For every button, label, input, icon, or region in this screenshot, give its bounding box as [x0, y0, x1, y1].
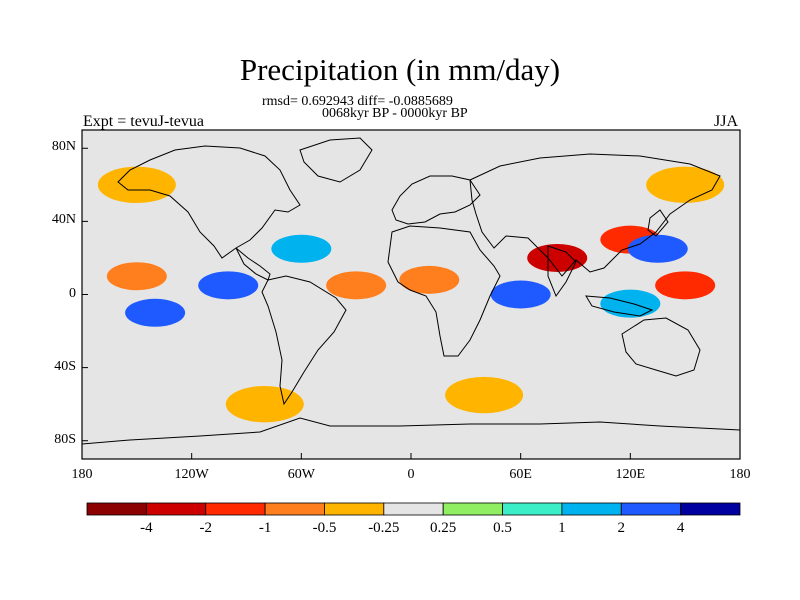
- anomaly-region: [646, 166, 725, 204]
- colorbar-label: -0.5: [312, 520, 337, 536]
- stats-line: rmsd= 0.692943 diff= -0.0885689: [262, 94, 453, 109]
- colorbar-label: 0.25: [430, 520, 457, 536]
- lon-tick-label: 60E: [509, 467, 532, 482]
- coastline-india: [547, 245, 577, 298]
- anomaly-region: [225, 385, 304, 423]
- colorbar-swatch: [205, 502, 266, 516]
- anomaly-region: [490, 280, 551, 309]
- experiment-label: Expt = tevuJ-tevua: [83, 113, 204, 130]
- colorbar-swatch: [680, 502, 741, 516]
- anomaly-region: [399, 265, 460, 294]
- colorbar-label: 2: [617, 520, 626, 536]
- coastline-central-america: [235, 247, 271, 281]
- season-label: JJA: [714, 113, 739, 130]
- anomaly-region: [97, 166, 176, 204]
- lon-tick-label: 180: [729, 467, 751, 482]
- coastline-greenland: [299, 137, 373, 183]
- colorbar-label: -2: [199, 520, 212, 536]
- colorbar-swatch: [620, 502, 682, 516]
- axis-ticks: [81, 147, 741, 459]
- colorbar-swatch: [502, 502, 563, 516]
- lat-tick-label: 80N: [51, 139, 76, 155]
- period-line: 0068kyr BP - 0000kyr BP: [322, 106, 468, 121]
- colorbar-swatch: [324, 502, 385, 516]
- colorbar-label: -0.25: [368, 520, 400, 536]
- colorbar-label: -1: [258, 520, 272, 536]
- precip-anomaly-field: [97, 166, 725, 423]
- lon-tick-label: 180: [71, 467, 93, 482]
- coastline-europe: [391, 175, 481, 225]
- coastline-antarctica: [82, 417, 740, 445]
- anomaly-region: [527, 243, 588, 272]
- colorbar-swatch: [383, 502, 444, 516]
- colorbar: [86, 502, 741, 516]
- colorbar-label: 0.5: [493, 520, 512, 536]
- anomaly-region: [600, 289, 661, 318]
- anomaly-region: [198, 271, 259, 300]
- lon-tick-label: 0: [407, 467, 415, 482]
- colorbar-label: -4: [140, 520, 153, 536]
- lat-tick-label: 80S: [54, 431, 76, 447]
- lon-tick-label: 60W: [287, 467, 315, 482]
- coastline-japan: [647, 209, 669, 237]
- lon-tick-label: 120W: [174, 467, 209, 482]
- map-title: Precipitation (in mm/day): [239, 52, 561, 87]
- colorbar-swatch: [264, 502, 325, 516]
- coastline-north-america: [117, 145, 301, 259]
- coastline-australia: [621, 317, 701, 377]
- colorbar-label: 4: [676, 520, 685, 536]
- colorbar-swatch: [561, 502, 622, 516]
- lat-tick-label: 0: [69, 285, 76, 301]
- lat-tick-label: 40N: [51, 212, 76, 228]
- colorbar-swatch: [86, 502, 147, 516]
- coastline-south-america: [261, 275, 347, 406]
- colorbar-swatch: [145, 502, 207, 516]
- anomaly-region: [106, 262, 167, 291]
- coastlines: [82, 137, 740, 445]
- anomaly-region: [326, 271, 387, 300]
- coastline-asia: [469, 153, 721, 277]
- anomaly-region: [125, 298, 186, 327]
- anomaly-region: [655, 271, 716, 300]
- map-area: [82, 130, 740, 459]
- coastline-indonesia: [585, 295, 654, 317]
- anomaly-region: [445, 376, 524, 414]
- anomaly-region: [271, 234, 332, 263]
- lon-tick-label: 120E: [615, 467, 646, 482]
- colorbar-label: 1: [558, 520, 566, 536]
- lat-tick-label: 40S: [54, 358, 76, 374]
- coastline-africa: [387, 225, 501, 357]
- colorbar-swatch: [442, 502, 503, 516]
- anomaly-region: [627, 234, 688, 263]
